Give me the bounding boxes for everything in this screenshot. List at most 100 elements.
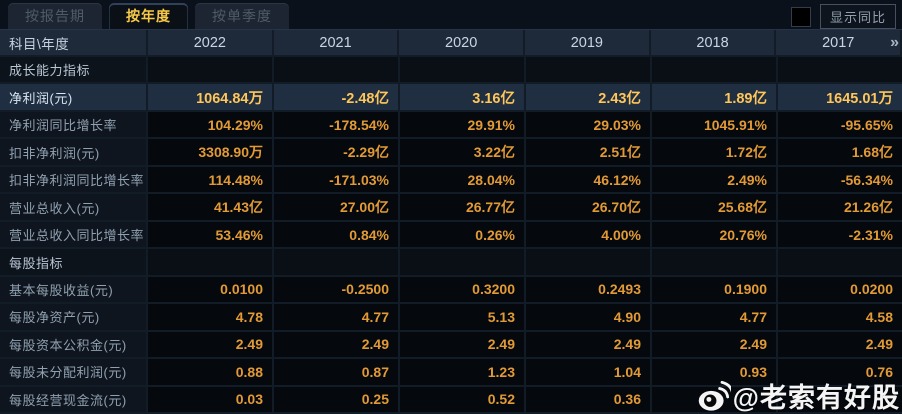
table-row: 每股资本公积金(元) 2.49 2.49 2.49 2.49 2.49 2.49: [0, 331, 902, 360]
value-cell: 1.89亿: [652, 84, 778, 110]
value-cell: 25.68亿: [652, 194, 778, 220]
value-cell: 3308.90万: [148, 139, 274, 165]
value-cell: 2.49: [148, 331, 274, 358]
value-cell: [778, 386, 902, 413]
more-years-icon[interactable]: »: [890, 34, 899, 51]
value-cell: 2.43亿: [526, 84, 652, 110]
table-row: 营业总收入(元) 41.43亿 27.00亿 26.77亿 26.70亿 25.68亿 21…: [0, 194, 902, 222]
value-cell: 2.49: [274, 331, 400, 358]
year-column-header[interactable]: 2021: [273, 30, 400, 55]
value-cell: 0.2493: [526, 276, 652, 303]
value-cell: 46.12%: [526, 166, 652, 193]
value-cell: -2.29亿: [274, 139, 400, 165]
row-label: 每股指标: [0, 249, 148, 275]
table-row: 营业总收入同比增长率 53.46% 0.84% 0.26% 4.00% 20.76% -2.…: [0, 221, 902, 250]
tab-by-single-quarter[interactable]: 按单季度: [195, 3, 289, 29]
value-cell: 4.58: [778, 304, 902, 330]
section-row: 每股指标: [0, 249, 902, 277]
show-yoy-checkbox[interactable]: [790, 6, 811, 27]
row-label: 净利润(元): [0, 84, 148, 110]
value-cell: 41.43亿: [148, 194, 274, 220]
value-cell: 4.78: [148, 304, 274, 330]
value-cell: 27.00亿: [274, 194, 400, 220]
value-cell: [526, 57, 652, 83]
value-cell: -171.03%: [274, 166, 400, 193]
tab-by-year[interactable]: 按年度: [109, 3, 188, 29]
value-cell: 0.03: [148, 386, 274, 413]
year-column-header[interactable]: 2018: [650, 30, 777, 55]
year-column-header[interactable]: 2017: [776, 30, 902, 55]
value-cell: 2.49: [526, 331, 652, 358]
tab-by-report-period[interactable]: 按报告期: [8, 3, 102, 29]
value-cell: 0.88: [148, 359, 274, 385]
row-label: 每股资本公积金(元): [0, 331, 148, 358]
table-header-row: 科目\年度 2022 2021 2020 2019 2018 2017»: [0, 30, 902, 57]
value-cell: [148, 249, 274, 275]
value-cell: 0.76: [778, 359, 902, 385]
value-cell: 0.0200: [778, 276, 902, 303]
value-cell: 1645.01万: [778, 84, 902, 110]
value-cell: [400, 249, 526, 275]
year-column-header[interactable]: 2020: [399, 30, 526, 55]
value-cell: 4.00%: [526, 221, 652, 248]
value-cell: 2.49%: [652, 166, 778, 193]
value-cell: 0.26%: [400, 221, 526, 248]
value-cell: [778, 57, 902, 83]
value-cell: 4.77: [274, 304, 400, 330]
value-cell: 1.68亿: [778, 139, 902, 165]
row-label: 营业总收入(元): [0, 194, 148, 220]
row-label: 成长能力指标: [0, 57, 148, 83]
table-row: 净利润(元) 1064.84万 -2.48亿 3.16亿 2.43亿 1.89亿 1645.…: [0, 84, 902, 112]
value-cell: 53.46%: [148, 221, 274, 248]
value-cell: 26.77亿: [400, 194, 526, 220]
value-cell: 4.90: [526, 304, 652, 330]
value-cell: 0.1900: [652, 276, 778, 303]
corner-header-cell: 科目\年度: [0, 30, 148, 55]
value-cell: 1064.84万: [148, 84, 274, 110]
value-cell: 29.91%: [400, 111, 526, 138]
row-label: 扣非净利润同比增长率: [0, 166, 148, 193]
value-cell: [652, 57, 778, 83]
year-column-header[interactable]: 2022: [148, 30, 274, 55]
table-row: 每股经营现金流(元) 0.03 0.25 0.52 0.36: [0, 386, 902, 414]
value-cell: 3.22亿: [400, 139, 526, 165]
value-cell: 4.77: [652, 304, 778, 330]
row-label: 扣非净利润(元): [0, 139, 148, 165]
value-cell: 3.16亿: [400, 84, 526, 110]
value-cell: [148, 57, 274, 83]
value-cell: [274, 57, 400, 83]
row-label: 每股经营现金流(元): [0, 386, 148, 413]
value-cell: 5.13: [400, 304, 526, 330]
show-yoy-label[interactable]: 显示同比: [819, 4, 896, 29]
value-cell: 2.49: [652, 331, 778, 358]
table-row: 每股未分配利润(元) 0.88 0.87 1.23 1.04 0.93 0.76: [0, 359, 902, 387]
row-label: 每股净资产(元): [0, 304, 148, 330]
value-cell: -178.54%: [274, 111, 400, 138]
value-cell: 26.70亿: [526, 194, 652, 220]
value-cell: 28.04%: [400, 166, 526, 193]
value-cell: 2.49: [400, 331, 526, 358]
value-cell: 0.87: [274, 359, 400, 385]
value-cell: 0.36: [526, 386, 652, 413]
section-row: 成长能力指标: [0, 57, 902, 85]
value-cell: [400, 57, 526, 83]
year-column-header[interactable]: 2019: [525, 30, 651, 55]
yoy-controls: 显示同比: [790, 4, 896, 29]
financial-table: 科目\年度 2022 2021 2020 2019 2018 2017» 成长能力指标 净利…: [0, 30, 902, 414]
value-cell: 1045.91%: [652, 111, 778, 138]
row-label: 每股未分配利润(元): [0, 359, 148, 385]
value-cell: 2.49: [778, 331, 902, 358]
table-row: 扣非净利润(元) 3308.90万 -2.29亿 3.22亿 2.51亿 1.72亿 1.6…: [0, 139, 902, 167]
value-cell: 0.52: [400, 386, 526, 413]
value-cell: -2.48亿: [274, 84, 400, 110]
value-cell: 0.3200: [400, 276, 526, 303]
period-tab-bar: 按报告期 按年度 按单季度 显示同比: [0, 0, 902, 30]
value-cell: 1.72亿: [652, 139, 778, 165]
value-cell: 21.26亿: [778, 194, 902, 220]
value-cell: 0.0100: [148, 276, 274, 303]
row-label: 净利润同比增长率: [0, 111, 148, 138]
value-cell: -95.65%: [778, 111, 902, 138]
table-row: 扣非净利润同比增长率 114.48% -171.03% 28.04% 46.12% 2.4…: [0, 166, 902, 195]
value-cell: 1.23: [400, 359, 526, 385]
